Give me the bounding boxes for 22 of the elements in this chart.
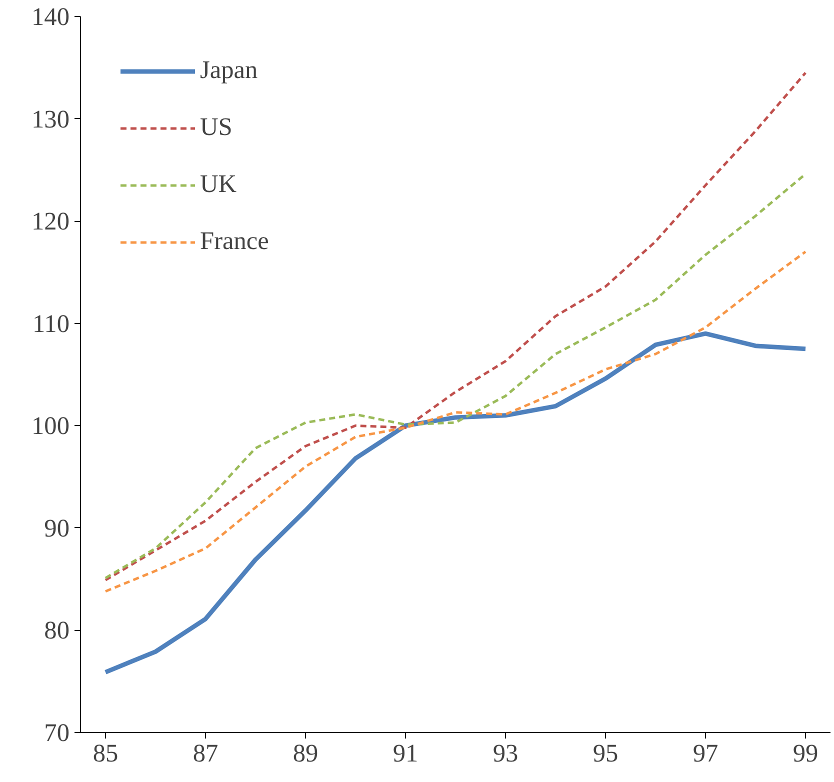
legend-label: UK — [200, 170, 237, 199]
y-tick-label: 120 — [32, 208, 70, 236]
y-tick-label: 70 — [44, 719, 70, 747]
line-series — [104, 250, 807, 593]
y-tick-label: 80 — [44, 616, 70, 645]
x-tick-label: 91 — [392, 740, 418, 768]
x-tick-label: 87 — [192, 740, 218, 768]
legend-label: France — [200, 227, 269, 256]
x-tick-label: 85 — [92, 740, 118, 768]
y-tick-label: 130 — [32, 105, 70, 134]
y-tick-label: 100 — [32, 412, 70, 440]
legend-label: Japan — [200, 56, 258, 85]
x-tick-label: 95 — [592, 740, 618, 768]
x-tick-label: 99 — [792, 740, 818, 768]
y-tick-label: 90 — [44, 514, 70, 542]
x-tick-label: 89 — [292, 740, 318, 768]
y-tick-label: 140 — [32, 3, 70, 31]
line-series — [103, 331, 808, 674]
legend-label: US — [200, 113, 232, 142]
x-tick-label: 97 — [692, 740, 718, 768]
x-tick-label: 93 — [492, 740, 518, 768]
y-tick-label: 110 — [32, 310, 70, 338]
